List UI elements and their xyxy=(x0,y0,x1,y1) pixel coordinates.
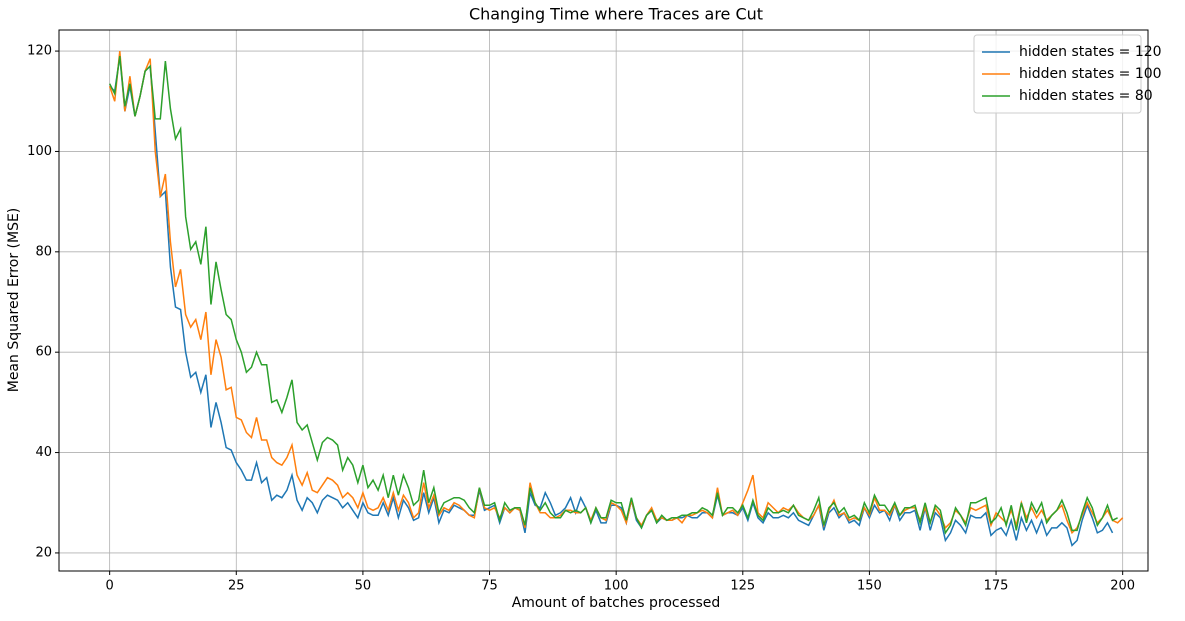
y-tick-label: 20 xyxy=(35,545,52,560)
y-tick-label: 40 xyxy=(35,445,52,460)
x-tick-label: 75 xyxy=(481,579,498,594)
y-tick-label: 100 xyxy=(27,144,52,159)
plot-frame xyxy=(58,29,1149,572)
legend-box xyxy=(973,34,1142,114)
line-series xyxy=(108,56,1118,535)
x-tick-label: 200 xyxy=(1110,579,1135,594)
y-tick-label: 120 xyxy=(27,44,52,59)
legend-label: hidden states = 80 xyxy=(1019,88,1153,104)
x-tick-label: 25 xyxy=(228,579,245,594)
y-axis-label: Mean Squared Error (MSE) xyxy=(6,208,22,393)
legend-label: hidden states = 120 xyxy=(1019,44,1162,60)
chart-title: Changing Time where Traces are Cut xyxy=(469,5,763,24)
x-tick-label: 150 xyxy=(857,579,882,594)
x-tick-label: 125 xyxy=(730,579,755,594)
x-tick-label: 175 xyxy=(984,579,1009,594)
x-tick-label: 100 xyxy=(604,579,629,594)
legend-label: hidden states = 100 xyxy=(1019,66,1162,82)
y-tick-label: 80 xyxy=(35,244,52,259)
line-series xyxy=(109,55,1114,547)
x-tick-label: 0 xyxy=(106,579,114,594)
y-tick-label: 60 xyxy=(35,345,52,360)
legend: hidden states = 120 hidden states = 100 hi… xyxy=(973,34,1162,114)
x-axis-label: Amount of batches processed xyxy=(512,595,721,611)
x-tick-label: 50 xyxy=(355,579,372,594)
